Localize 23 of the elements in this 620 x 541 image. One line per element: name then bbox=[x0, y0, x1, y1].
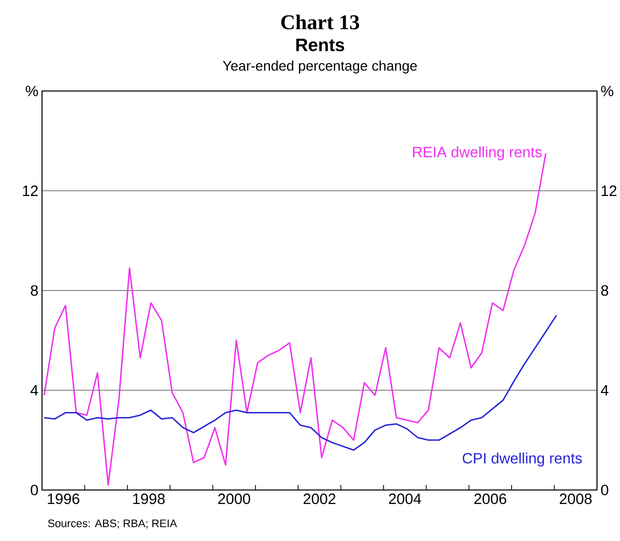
y-tick-label: 0 bbox=[30, 484, 38, 496]
text: Year-ended percentage change bbox=[222, 60, 417, 74]
y-tick-label: 12 bbox=[23, 186, 38, 196]
x-tick-label: 2004 bbox=[389, 494, 422, 504]
y2-tick-label: 8 bbox=[601, 285, 608, 296]
y-tick-label: 4 bbox=[30, 385, 38, 396]
chart-title: Chart 13 bbox=[281, 14, 360, 30]
y-tick-label: 8 bbox=[30, 285, 38, 296]
y2-tick-label: 4 bbox=[600, 385, 608, 396]
x-tick-label: 1998 bbox=[133, 494, 165, 504]
x-tick-label: 2008 bbox=[560, 494, 592, 504]
y2-tick-label: 12 bbox=[602, 186, 616, 196]
x-tick-label: 2000 bbox=[218, 494, 250, 504]
x-tick-label: 2002 bbox=[304, 494, 336, 504]
x-tick-label: 1996 bbox=[48, 494, 80, 504]
source-note: Sources: ABS; RBA; REIA bbox=[48, 519, 178, 529]
y-tick-label: % bbox=[26, 86, 38, 96]
series-label: REIA dwelling rents bbox=[413, 146, 542, 160]
series-label: CPI dwelling rents bbox=[462, 452, 582, 467]
y2-tick-label: 0 bbox=[601, 484, 608, 496]
y2-tick-label: % bbox=[601, 86, 614, 96]
x-tick-label: 2006 bbox=[474, 494, 506, 504]
chart-subtitle: Rents bbox=[296, 38, 344, 52]
